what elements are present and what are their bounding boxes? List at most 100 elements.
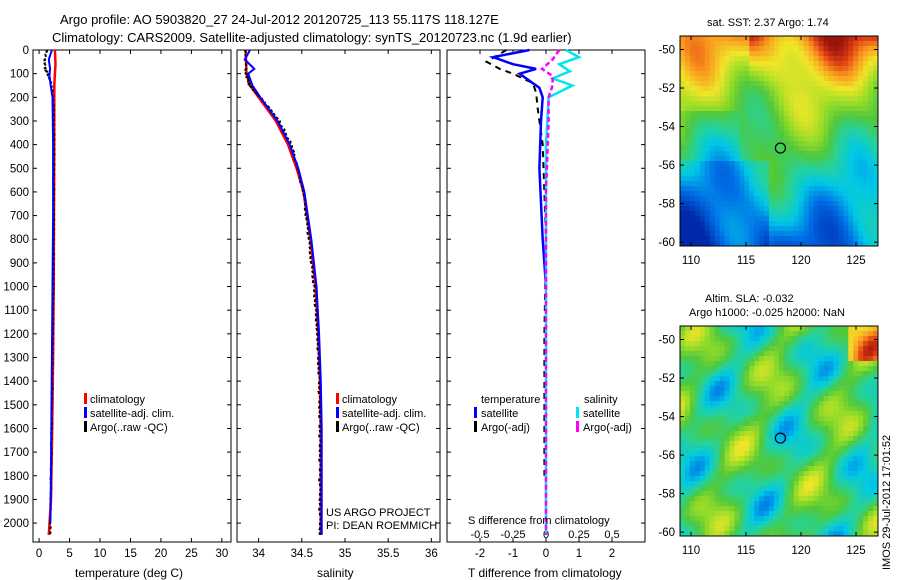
map-cell (764, 336, 770, 342)
map-cell (793, 396, 800, 402)
map-cell (719, 86, 726, 92)
map-cell (858, 331, 864, 337)
map-cell (783, 81, 790, 87)
map-cell (828, 326, 835, 332)
map-cell (848, 241, 854, 246)
map-cell (828, 366, 835, 372)
map-cell (833, 421, 839, 427)
map-cell (803, 111, 810, 117)
map-cell (868, 76, 874, 82)
map-cell (734, 106, 740, 112)
map-cell (699, 436, 706, 442)
map-cell (709, 211, 716, 217)
map-cell (843, 381, 849, 387)
title-line-2: Climatology: CARS2009. Satellite-adjuste… (52, 30, 572, 45)
map-cell (759, 61, 765, 67)
map-cell (734, 241, 740, 246)
series-argo (243, 49, 322, 536)
map-cell (680, 476, 686, 482)
map-cell (694, 51, 701, 57)
map-cell (749, 51, 755, 57)
map-cell (680, 96, 686, 102)
map-cell (754, 36, 760, 42)
map-cell (684, 496, 691, 502)
map-cell (833, 356, 839, 362)
map-cell (863, 431, 869, 437)
map-cell (833, 486, 839, 492)
map-cell (680, 326, 686, 332)
map-cell (694, 466, 701, 472)
map-cell (680, 196, 686, 202)
map-cell (873, 481, 878, 487)
map-cell (729, 421, 736, 427)
map-cell (729, 386, 736, 392)
map-cell (793, 446, 800, 452)
map-cell (798, 331, 805, 337)
depth-tick-label: 1200 (3, 329, 29, 341)
map-cell (764, 501, 770, 507)
map-cell (838, 81, 844, 87)
map-cell (719, 106, 726, 112)
map-cell (813, 436, 820, 442)
map-cell (863, 126, 869, 132)
map-cell (719, 211, 726, 217)
map-cell (793, 71, 800, 77)
map-cell (818, 166, 825, 172)
map-cell (704, 41, 711, 47)
depth-tick-label: 700 (10, 211, 29, 223)
map-cell (739, 51, 745, 57)
map-cell (749, 61, 755, 67)
map-cell (833, 226, 839, 232)
salinity-legend: climatology satellite-adj. clim. Argo(..… (336, 393, 426, 434)
map-cell (694, 326, 701, 332)
map-cell (858, 526, 864, 532)
map-cell (858, 131, 864, 137)
map-cell (818, 486, 825, 492)
map-cell (729, 101, 736, 107)
map-cell (739, 196, 745, 202)
map-cell (729, 201, 736, 207)
map-cell (764, 101, 770, 107)
map-cell (823, 146, 830, 152)
map-cell (798, 136, 805, 142)
map-cell (680, 381, 686, 387)
map-cell (868, 206, 874, 212)
map-cell (769, 326, 775, 332)
map-cell (788, 66, 795, 72)
map-cell (744, 236, 750, 242)
map-cell (848, 166, 854, 172)
map-cell (774, 171, 780, 177)
map-cell (863, 406, 869, 412)
map-cell (798, 41, 805, 47)
map-cell (808, 511, 815, 517)
map-cell (848, 381, 854, 387)
map-cell (808, 241, 815, 246)
map-cell (838, 476, 844, 482)
map-cell (848, 516, 854, 522)
map-cell (868, 476, 874, 482)
map-cell (764, 36, 770, 42)
map-cell (808, 466, 815, 472)
map-cell (823, 101, 830, 107)
map-cell (729, 61, 736, 67)
map-cell (779, 466, 785, 472)
map-cell (709, 66, 716, 72)
map-cell (813, 416, 820, 422)
map-cell (788, 381, 795, 387)
map-cell (680, 111, 686, 117)
map-cell (719, 181, 726, 187)
map-cell (873, 466, 878, 472)
map-cell (724, 436, 731, 442)
map-cell (769, 421, 775, 427)
map-cell (729, 461, 736, 467)
map-cell (838, 176, 844, 182)
map-cell (694, 36, 701, 42)
map-cell (759, 116, 765, 122)
map-cell (853, 91, 859, 97)
map-cell (818, 411, 825, 417)
map-cell (684, 356, 691, 362)
map-cell (709, 401, 716, 407)
map-cell (724, 81, 731, 87)
map-cell (873, 166, 878, 172)
map-cell (719, 526, 726, 532)
